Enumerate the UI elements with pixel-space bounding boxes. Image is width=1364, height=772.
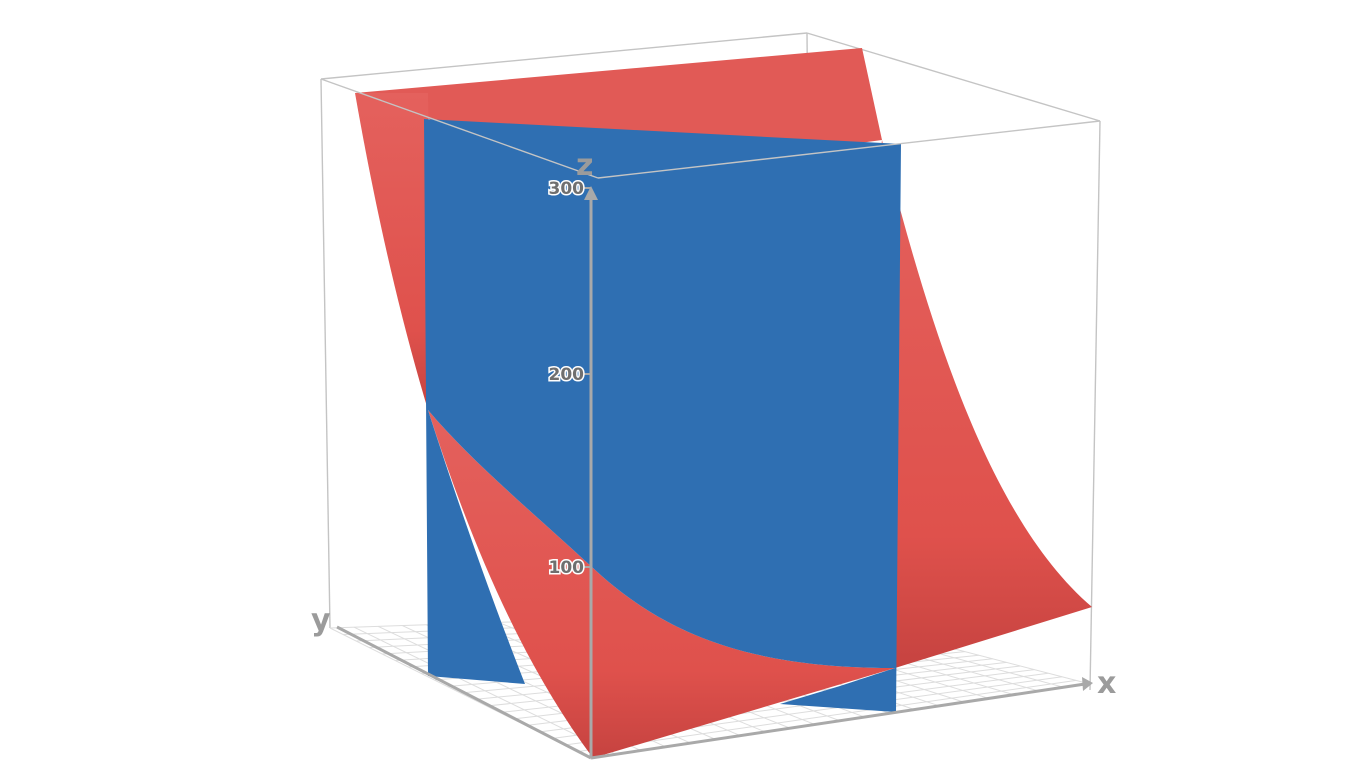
red-surface-front-sheet	[428, 410, 895, 758]
red-surface-left-sheet	[355, 93, 430, 410]
z-tick-label-300: 300	[549, 179, 585, 199]
z-axis-arrow	[584, 186, 598, 200]
y-axis-label: y	[311, 603, 331, 638]
blue-surface	[424, 119, 901, 712]
y-axis-line	[336, 625, 592, 760]
bounding-box-front	[320, 78, 1101, 179]
z-tick-label-200: 200	[549, 365, 585, 385]
blue-plane	[424, 119, 901, 712]
z-axis-label: z	[576, 148, 593, 183]
red-surface-right-sheet	[872, 140, 1092, 668]
axes	[336, 186, 1093, 760]
x-axis-arrow	[1082, 677, 1093, 691]
z-tick-label-100: 100	[549, 558, 585, 578]
x-axis-line	[590, 682, 1086, 760]
x-axis-label: x	[1097, 666, 1116, 701]
